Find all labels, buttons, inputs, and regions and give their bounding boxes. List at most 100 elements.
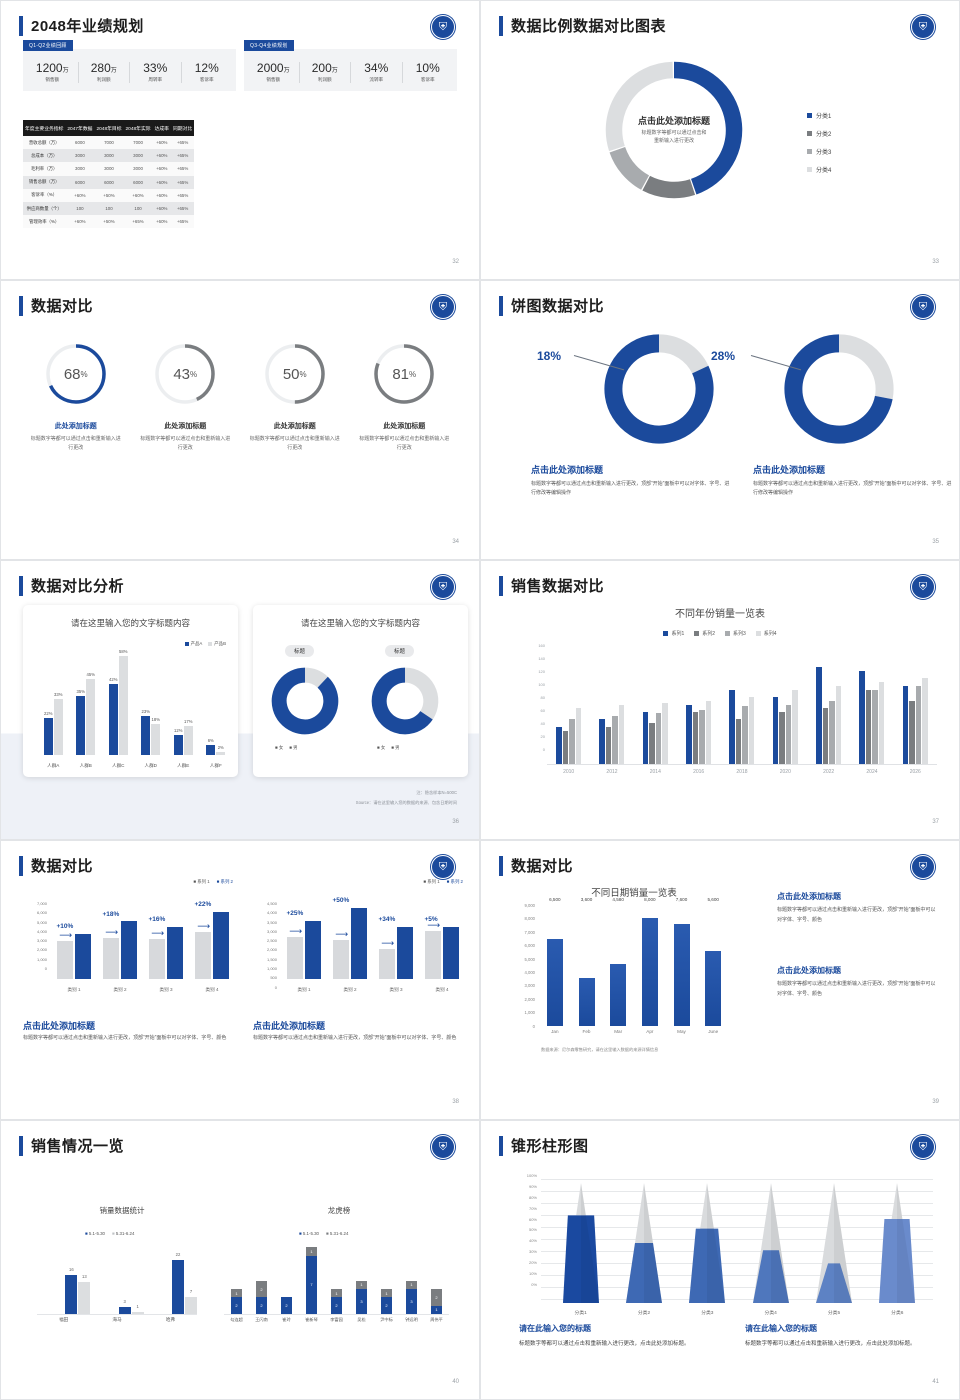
- legend-item: 产品A: [184, 641, 202, 647]
- bar: [605, 726, 612, 764]
- legend-item: ■ 男: [391, 745, 400, 750]
- y-axis-tick: 160: [538, 643, 545, 648]
- caption-title: 点击此处添加标题: [777, 892, 841, 901]
- y-axis-tick: 4,500: [266, 901, 277, 906]
- table-cell: 100: [123, 201, 153, 216]
- performance-table: 年度主要业务指标 2047年数据 2048年目标 2048年实际 达成率 同期对…: [23, 120, 195, 229]
- cone-column: [739, 1179, 802, 1303]
- growth-badge: +34%: [378, 915, 396, 923]
- kpi-cell: 34% 流转率: [351, 61, 403, 84]
- y-axis-tick: 1,000: [524, 1010, 535, 1016]
- caption-title: 请在此输入您的标题: [745, 1324, 817, 1333]
- bar-group: [677, 645, 720, 764]
- kpi-tag: Q1-Q2业绩回顾: [23, 40, 73, 51]
- y-axis-tick: 40%: [528, 1238, 537, 1244]
- legend-item: 分类2: [807, 129, 831, 138]
- stacked-bar-column: 2: [274, 1240, 299, 1314]
- growth-arrow-icon: ⟶: [289, 925, 303, 936]
- x-axis-label: 钟远明: [405, 1317, 418, 1322]
- x-axis-label: 类别 4: [435, 987, 449, 992]
- page-number: 37: [932, 819, 939, 825]
- ring-desc: 标题数字等都可以通过点击和重新输入进行更改: [140, 436, 231, 451]
- bar-series-2: [305, 920, 321, 979]
- y-axis-tick: 50%: [528, 1227, 537, 1233]
- bar-group: +34% ⟶: [373, 903, 419, 979]
- y-axis-tick: 70%: [528, 1205, 537, 1211]
- page-title: 锥形柱形图: [511, 1138, 589, 1155]
- bar: 35%: [76, 689, 86, 755]
- bar-value: 35%: [76, 688, 85, 694]
- kpi-value: 34%: [364, 61, 389, 75]
- bar-group: [720, 645, 763, 764]
- bar: 23%: [141, 709, 151, 755]
- bar-series-1: [287, 936, 303, 979]
- bar-column: 6,500: [539, 897, 571, 1026]
- bar: 58%: [118, 649, 128, 755]
- kpi-cell: 200万 利润额: [300, 61, 351, 84]
- title-accent-bar: [19, 575, 23, 596]
- subtitle-left: 销量数据统计: [99, 1206, 145, 1215]
- caption-title: 点击此处添加标题: [777, 966, 841, 975]
- x-axis-label: 人群E: [177, 763, 190, 768]
- stack-segment-bottom: 2: [231, 1297, 242, 1314]
- slide-34: 数据对比 ⛨ 68% 此处添加标题 标题数字等都可以通过点击和重新输入进行更改 …: [0, 280, 480, 560]
- gridline: [541, 1227, 933, 1228]
- bar-plot-area: 22% 33% 35% 45% 42% 58% 23% 18% 12% 17% 6% 2%: [37, 649, 232, 755]
- slide-37: 销售数据对比 ⛨ 不同年份销量一览表 系列1 系列2 系列3 系列4 160 140 12…: [480, 560, 960, 840]
- bar-group: [894, 645, 937, 764]
- growth-badge: +50%: [332, 897, 350, 905]
- caption-desc: 标题数字等都可以通过点击和重新输入进行更改，顶部“开始”面板中可以对字体、字号、…: [777, 981, 936, 997]
- slide-39: 数据对比 ⛨ 不同日期销量一览表 9,000 8,000 7,000 6,000 5,0…: [480, 840, 960, 1120]
- bar-value: 7,600: [675, 897, 688, 902]
- x-axis-label: 2016: [693, 769, 705, 775]
- x-axis-label: Feb: [582, 1029, 591, 1034]
- x-axis-label: 尹中标: [380, 1317, 393, 1322]
- slide-33: 数据比例数据对比图表 ⛨ 点击此处添加标题 标题数字等都可以通过点击和 重新输入进…: [480, 0, 960, 280]
- progress-ring-item: 43% 此处添加标题 标题数字等都可以通过点击和重新输入进行更改: [131, 339, 241, 452]
- page-title: 销售数据对比: [511, 578, 605, 595]
- bar-value: 4,580: [612, 897, 624, 902]
- donut-svg: [605, 61, 743, 199]
- slide-header: 数据对比分析: [19, 575, 124, 596]
- y-axis-tick: 100: [538, 682, 545, 687]
- progress-ring: 43%: [150, 339, 220, 409]
- bar-series-1: [57, 941, 73, 979]
- y-axis-tick: 60: [540, 708, 545, 713]
- growth-badge: +10%: [56, 923, 74, 931]
- title-accent-bar: [19, 1135, 23, 1156]
- y-axis-tick: 20: [540, 734, 545, 739]
- company-logo-icon: ⛨: [911, 575, 935, 599]
- table-cell: 3000: [94, 149, 124, 163]
- stack-segment-top: 1: [356, 1280, 367, 1289]
- x-axis-labels: 分类1 分类2 分类3 分类4 分类5 分类6: [549, 1309, 929, 1316]
- bar: 17%: [183, 719, 193, 755]
- bar: 22: [171, 1252, 184, 1314]
- x-axis-label: 吴松: [357, 1317, 366, 1322]
- table-row: 销售总额（万） 6000 6000 6000 +60% +65%: [23, 175, 195, 189]
- table-row: 供应商数量（个） 100 100 100 +60% +65%: [23, 201, 195, 216]
- donut-chart-left: [599, 329, 719, 449]
- caption-title-left: 点击此处添加标题: [23, 1021, 96, 1031]
- bar: 33%: [53, 692, 63, 755]
- x-axis-label: 人群B: [79, 763, 92, 768]
- bar: [822, 708, 829, 764]
- kpi-tag: Q3-Q4业绩规划: [244, 40, 294, 51]
- bar-series-1: [333, 940, 349, 979]
- pill-label-left: 标题: [285, 645, 315, 657]
- kpi-cell: 2000万 销售额: [248, 61, 300, 84]
- bar-group: +22% ⟶: [189, 901, 235, 979]
- y-axis-tick: 4,000: [36, 928, 47, 934]
- table-cell: 3000: [94, 162, 124, 176]
- bar-group: +10% ⟶: [51, 903, 97, 979]
- stack-segment-bottom: 3: [406, 1289, 417, 1314]
- donut-center-sub: 标题数字等都可以通过点击和 重新输入进行更改: [641, 130, 707, 144]
- subtitle-right: 龙虎榜: [327, 1206, 351, 1215]
- bar-value: 33%: [54, 691, 63, 697]
- ring-value: 43%: [173, 365, 198, 383]
- progress-ring-item: 68% 此处添加标题 标题数字等都可以通过点击和重新输入进行更改: [21, 339, 131, 452]
- bar-plot-area: +25% ⟶ +50% ⟶ +34% ⟶ +5% ⟶: [281, 897, 465, 979]
- bar: 1: [131, 1304, 144, 1314]
